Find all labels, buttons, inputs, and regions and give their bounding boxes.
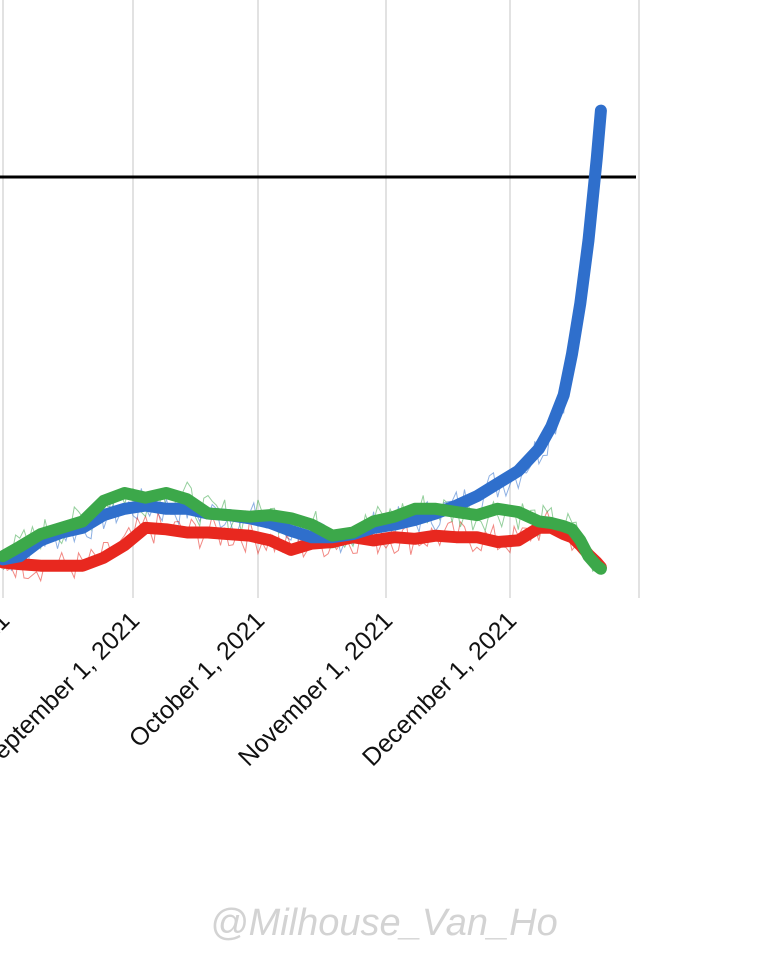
series-layer xyxy=(0,104,607,575)
series-line-3 xyxy=(0,487,607,575)
watermark: @Milhouse_Van_Ho xyxy=(210,902,558,944)
x-tick-label: September 1, 2021 xyxy=(0,606,145,776)
x-tick-label: October 1, 2021 xyxy=(124,606,271,753)
